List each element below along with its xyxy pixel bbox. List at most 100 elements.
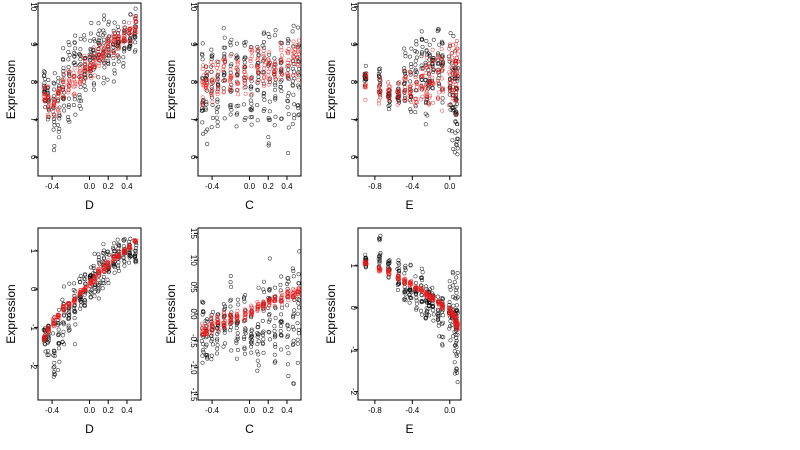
data-point	[112, 49, 117, 54]
data-point	[111, 40, 116, 45]
y-axis: 6 7 8 9 10 Expression	[324, 2, 358, 160]
data-point	[216, 329, 221, 334]
data-point	[430, 81, 435, 86]
data-point	[447, 128, 452, 133]
data-point	[78, 306, 83, 311]
data-point	[249, 327, 254, 332]
data-point	[73, 322, 78, 327]
data-point	[215, 312, 220, 317]
data-point	[60, 78, 65, 83]
data-point	[204, 83, 209, 88]
data-point	[255, 334, 260, 339]
data-point	[455, 380, 460, 385]
data-point	[77, 95, 82, 100]
data-point	[83, 68, 88, 73]
scatter-panel-4: -0.4 0.0 0.2 0.4 D -2 -1 0 1 Expression	[4, 227, 142, 436]
data-point	[221, 68, 226, 73]
data-point	[291, 45, 296, 50]
data-point	[273, 75, 278, 80]
data-point	[77, 276, 82, 281]
data-point	[122, 237, 127, 242]
data-point	[436, 313, 441, 318]
data-point	[435, 307, 440, 312]
data-point	[116, 36, 121, 41]
data-point	[455, 152, 460, 157]
data-point	[215, 99, 220, 104]
data-point	[221, 86, 226, 91]
data-point	[267, 287, 272, 292]
data-point	[235, 347, 240, 352]
data-point	[436, 55, 441, 60]
data-point	[221, 314, 226, 319]
data-point	[133, 30, 138, 35]
data-point	[272, 296, 277, 301]
data-point	[279, 89, 284, 94]
y-axis: 6 7 8 9 10 Expression	[164, 2, 198, 160]
data-point	[209, 81, 214, 86]
data-point	[261, 287, 266, 292]
data-point	[376, 98, 381, 103]
data-point	[272, 328, 277, 333]
data-point	[273, 285, 278, 290]
data-point	[106, 19, 111, 24]
data-point	[133, 40, 138, 45]
x-tick-label: -0.4	[405, 182, 419, 191]
data-point	[82, 303, 87, 308]
data-point	[100, 251, 105, 256]
data-point	[402, 296, 407, 301]
data-point	[83, 285, 88, 290]
data-point	[455, 46, 460, 51]
data-point	[57, 110, 62, 115]
data-point	[52, 71, 57, 76]
data-point	[122, 20, 127, 25]
data-point	[100, 51, 105, 56]
data-point	[52, 113, 57, 118]
data-point	[72, 54, 77, 59]
data-point	[378, 268, 383, 273]
data-point	[97, 28, 102, 33]
data-point	[418, 308, 423, 313]
data-point	[243, 91, 248, 96]
data-point	[201, 300, 206, 305]
data-point	[203, 318, 208, 323]
data-point	[88, 46, 93, 51]
data-point	[418, 66, 423, 71]
data-point	[57, 313, 62, 318]
data-point	[430, 47, 435, 52]
data-point	[67, 303, 72, 308]
data-point	[210, 78, 215, 83]
x-axis: -0.4 0.0 0.2 0.4 C	[205, 176, 293, 212]
data-point	[454, 143, 459, 148]
data-point	[419, 83, 424, 88]
data-point	[55, 108, 60, 113]
data-point	[450, 138, 455, 143]
data-point	[447, 300, 452, 305]
data-point	[453, 130, 458, 135]
data-point	[127, 246, 132, 251]
data-point	[72, 40, 77, 45]
data-point	[88, 74, 93, 79]
x-tick-label: -0.8	[368, 406, 382, 415]
data-point	[296, 281, 301, 286]
data-point	[256, 74, 261, 79]
data-point	[88, 294, 93, 299]
data-point	[200, 41, 205, 46]
data-point	[46, 97, 51, 102]
data-point	[285, 276, 290, 281]
data-point	[242, 334, 247, 339]
data-point	[215, 82, 220, 87]
data-point	[222, 116, 227, 121]
scatter-panel-1: -0.4 0.0 0.2 0.4 D 6 7 8 9 10 Expression	[4, 2, 142, 212]
data-point	[111, 50, 116, 55]
data-point	[449, 78, 454, 83]
y-tick-label: 1.0	[189, 255, 198, 267]
data-point	[60, 333, 65, 338]
data-point	[278, 79, 283, 84]
data-point	[248, 86, 253, 91]
data-point	[423, 122, 428, 127]
data-point	[82, 37, 87, 42]
scatter-panel-6: -0.8 -0.4 0.0 E -2 -1 0 1 Expression	[324, 227, 462, 436]
data-point	[89, 281, 94, 286]
data-point	[102, 248, 107, 253]
data-point	[248, 47, 253, 52]
